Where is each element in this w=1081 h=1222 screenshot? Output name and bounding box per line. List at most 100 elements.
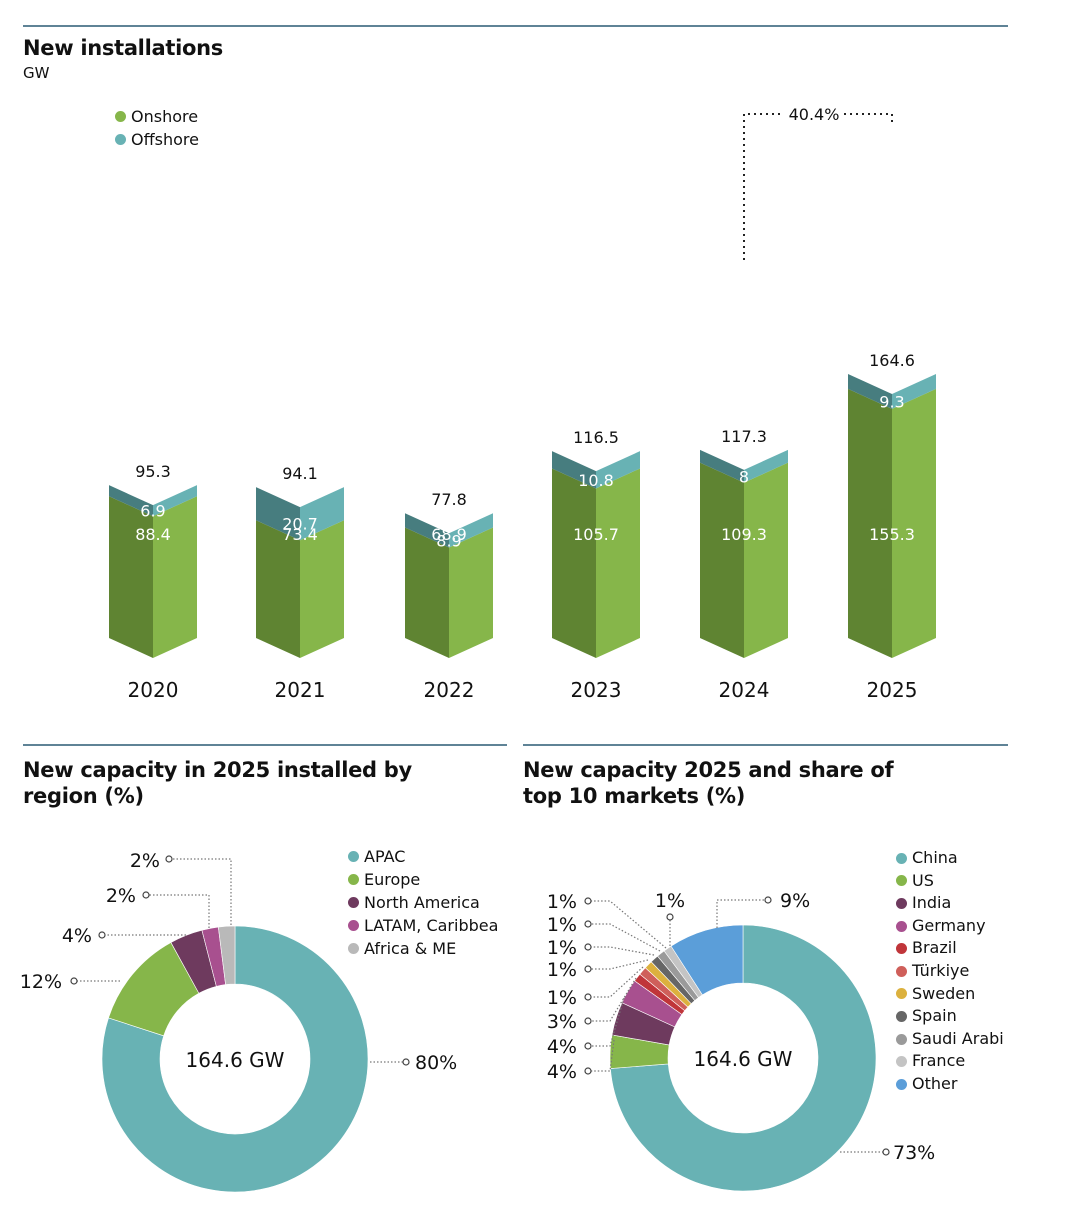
total-value-label: 95.3	[135, 462, 171, 481]
markets-chart-title: New capacity 2025 and share of top 10 ma…	[523, 757, 933, 809]
slice-percent-label: 1%	[655, 890, 685, 912]
region-title-text: New capacity in 2025 installed by region…	[23, 758, 412, 808]
offshore-bar-left-face	[405, 513, 449, 548]
offshore-bar-left-face	[552, 451, 596, 489]
donut-slice-africa-me	[217, 925, 236, 985]
offshore-value-label: 6.9	[140, 502, 165, 521]
leader-line	[171, 858, 232, 925]
legend-item-offshore: Offshore	[115, 128, 199, 151]
germany-dot-icon	[896, 920, 907, 932]
legend-item-north-america: North America	[348, 891, 498, 914]
legend-item-us: US	[896, 870, 1004, 893]
legend-item-germany: Germany	[896, 915, 1004, 938]
onshore-bar-right-face	[300, 520, 344, 658]
leader-line	[590, 900, 667, 949]
leader-line	[590, 923, 661, 952]
bar-group-2020: 88.4 6.9 95.3 2020	[109, 462, 197, 702]
growth-leader-left	[743, 113, 782, 260]
onshore-bar-right-face	[449, 527, 493, 658]
bar-group-2021: 73.420.7 94.1 2021	[256, 464, 344, 702]
legend-label: Offshore	[131, 130, 199, 149]
offshore-bar-right-face	[744, 449, 788, 483]
x-tick-label: 2023	[571, 678, 622, 702]
donut-slice-brazil	[634, 973, 686, 1015]
leader-dot	[584, 965, 592, 973]
bar-chart-unit: GW	[23, 64, 50, 82]
leader-dot	[764, 896, 772, 904]
donut-center-label: 164.6 GW	[186, 1048, 285, 1072]
legend-item-saudi-arabia: Saudi Arabi	[896, 1028, 1004, 1051]
legend-item-brazil: Brazil	[896, 937, 1004, 960]
legend-item-other: Other	[896, 1073, 1004, 1096]
offshore-bar-left-face	[256, 487, 300, 541]
offshore-bar-right-face	[153, 485, 197, 517]
bar-chart: 88.4 6.9 95.3 2020 73.420.7 94.1 2021 68.98.9 77…	[109, 105, 936, 702]
bar-group-2023: 105.7 10.8 116.5 2023	[552, 428, 640, 702]
donut-slice-saudi-arabi	[657, 950, 699, 1001]
europe-dot-icon	[348, 874, 359, 885]
offshore-value-label: 9.3	[879, 392, 904, 411]
total-value-label: 117.3	[721, 427, 767, 446]
north-america-dot-icon	[348, 897, 359, 908]
markets-legend-clip: China US India Germany Brazil Türkiye Sw…	[893, 847, 1008, 1097]
donut-slice-other	[670, 924, 744, 996]
markets-rule	[523, 744, 1008, 746]
top-rule	[23, 25, 1008, 27]
onshore-bar-left-face	[552, 468, 596, 658]
leader-line	[590, 959, 649, 970]
legend-label: Onshore	[131, 107, 199, 126]
leader-line	[716, 899, 766, 928]
offshore-bar-left-face	[700, 449, 744, 483]
donut-center-label: 164.6 GW	[694, 1047, 793, 1071]
leader-dot	[584, 1017, 592, 1025]
onshore-bar-right-face	[744, 462, 788, 658]
onshore-bar-left-face	[700, 462, 744, 658]
donut-slice-germany	[621, 980, 683, 1028]
offshore-value-label: 8.9	[436, 531, 461, 550]
offshore-value-label: 10.8	[578, 471, 614, 490]
legend-label: Germany	[912, 915, 986, 935]
leader-dot	[70, 977, 78, 985]
legend-item-india: India	[896, 892, 1004, 915]
donut-slice-china	[610, 924, 877, 1192]
growth-annotation-label: 40.4%	[789, 105, 840, 124]
leader-dot	[584, 920, 592, 928]
total-value-label: 94.1	[282, 464, 318, 483]
leader-dot	[165, 855, 173, 863]
donut-slice-latam-caribbea	[201, 926, 226, 987]
legend-label: Sweden	[912, 983, 976, 1003]
offshore-bar-right-face	[300, 487, 344, 541]
offshore-bar-right-face	[892, 373, 936, 409]
slice-percent-label: 3%	[547, 1011, 577, 1033]
legend-label: France	[912, 1051, 966, 1071]
spain-dot-icon	[896, 1010, 907, 1022]
legend-label: China	[912, 848, 958, 867]
legend-item-onshore: Onshore	[115, 105, 199, 128]
offshore-value-label: 8	[739, 467, 749, 486]
slice-percent-label: 73%	[893, 1142, 935, 1164]
slice-percent-label: 80%	[415, 1052, 457, 1074]
bar-group-2025: 155.3 9.3 164.6 2025	[848, 351, 936, 702]
saudi-arabia-dot-icon	[896, 1033, 907, 1045]
slice-percent-label: 4%	[62, 925, 92, 947]
slice-percent-label: 1%	[547, 959, 577, 981]
onshore-value-label: 109.3	[721, 525, 767, 544]
legend-label: APAC	[364, 847, 406, 866]
offshore-bar-right-face	[449, 513, 493, 548]
donut-slice-france	[663, 945, 703, 999]
leader-dot	[142, 891, 150, 899]
bar-legend: Onshore Offshore	[115, 105, 199, 151]
leader-line	[590, 946, 655, 956]
us-dot-icon	[896, 875, 907, 887]
france-dot-icon	[896, 1056, 907, 1068]
leader-dot	[584, 1067, 592, 1075]
onshore-value-label: 73.4	[282, 525, 318, 544]
legend-item-turkiye: Türkiye	[896, 960, 1004, 983]
markets-legend: China US India Germany Brazil Türkiye Sw…	[896, 847, 1004, 1096]
onshore-bar-right-face	[596, 468, 640, 658]
legend-label: Other	[912, 1073, 958, 1093]
legend-item-spain: Spain	[896, 1005, 1004, 1028]
leader-dot	[98, 931, 106, 939]
china-dot-icon	[896, 852, 907, 864]
apac-dot-icon	[348, 851, 359, 862]
